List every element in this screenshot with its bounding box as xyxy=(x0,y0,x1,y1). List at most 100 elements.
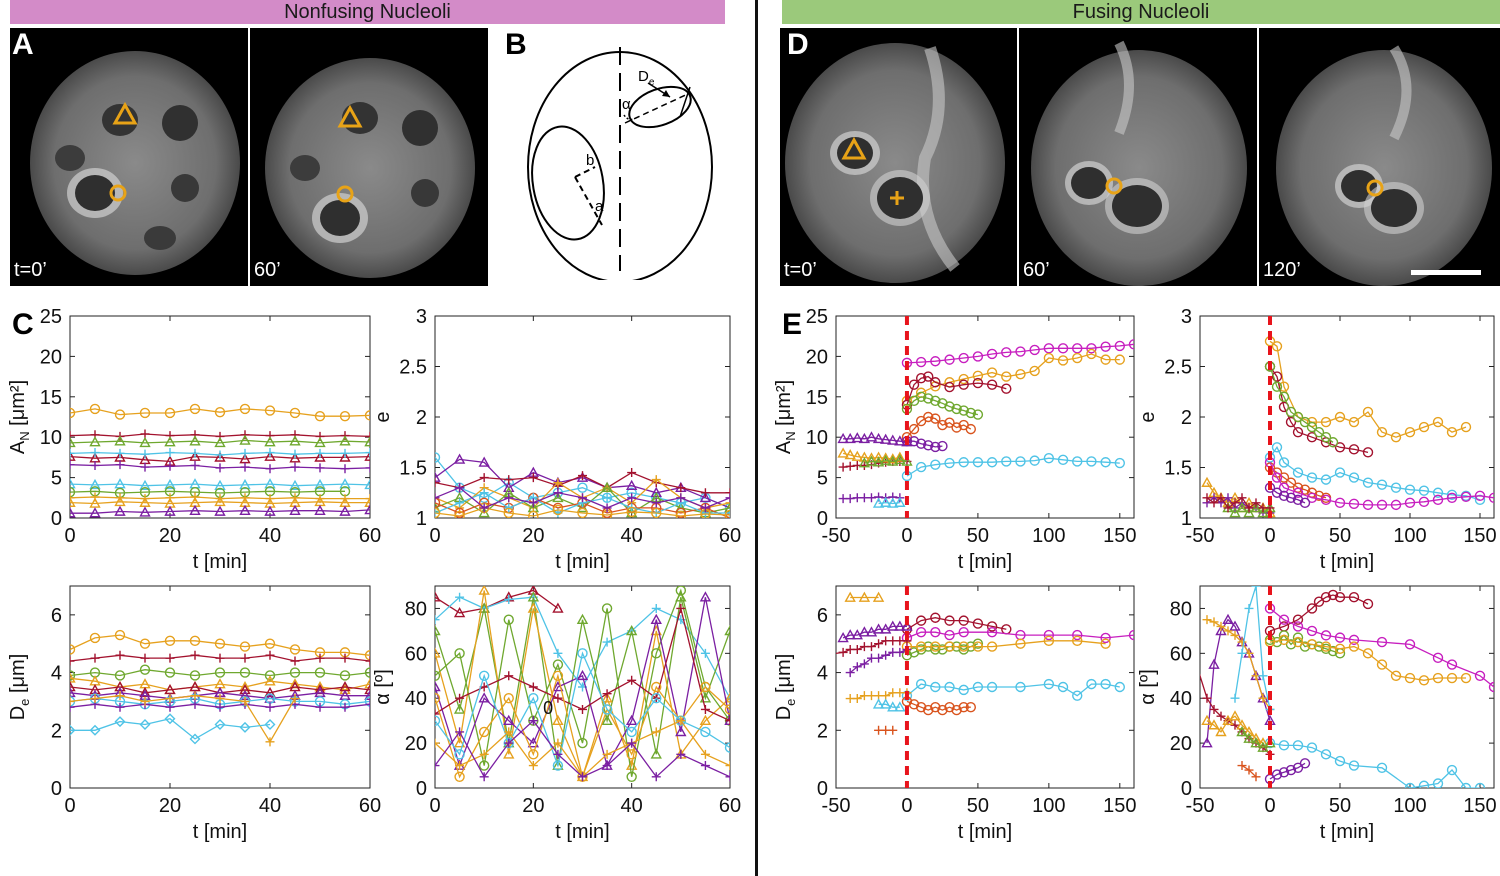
data-point xyxy=(1432,416,1444,428)
data-point xyxy=(915,702,927,713)
data-point xyxy=(930,626,941,638)
data-point xyxy=(1251,498,1261,508)
data-point xyxy=(435,670,441,681)
data-point xyxy=(602,749,612,759)
data-point xyxy=(651,681,662,693)
data-point xyxy=(264,478,276,489)
data-point xyxy=(364,650,370,661)
data-point xyxy=(478,456,490,467)
data-point xyxy=(1086,343,1097,354)
series-line xyxy=(70,490,345,494)
data-point xyxy=(1334,497,1346,509)
data-point xyxy=(435,681,441,692)
series-line xyxy=(1269,340,1467,438)
data-point xyxy=(70,486,76,498)
data-point xyxy=(289,435,301,446)
data-point xyxy=(1320,592,1332,603)
data-point xyxy=(1320,494,1332,506)
data-point xyxy=(239,641,251,652)
data-point xyxy=(504,738,514,748)
time-label-a-t60: 60’ xyxy=(254,259,281,281)
data-point xyxy=(725,493,730,503)
data-point xyxy=(627,493,637,503)
triangle-marker-icon xyxy=(337,104,363,128)
data-point xyxy=(676,603,686,613)
data-point xyxy=(1348,634,1360,646)
data-point xyxy=(265,702,275,712)
data-point xyxy=(894,620,906,631)
data-point xyxy=(879,433,892,444)
data-point xyxy=(479,488,489,498)
chart-c2: 1 1.5 2 2.5 3 0 20 40 60 t [min] e xyxy=(372,306,741,573)
data-point xyxy=(972,618,984,629)
data-point xyxy=(874,639,884,649)
data-point xyxy=(1114,457,1126,469)
data-point xyxy=(504,493,514,503)
data-point xyxy=(1072,635,1083,647)
data-point xyxy=(1306,639,1318,650)
data-point xyxy=(1334,467,1346,478)
data-point xyxy=(364,667,370,678)
data-point xyxy=(1474,490,1486,501)
data-point xyxy=(951,403,962,415)
data-point xyxy=(1313,426,1325,438)
data-point xyxy=(164,478,176,490)
data-point xyxy=(552,659,564,670)
data-point xyxy=(478,670,490,681)
data-point xyxy=(435,615,440,625)
data-point xyxy=(872,698,885,709)
data-point xyxy=(479,772,489,782)
data-point xyxy=(937,419,948,431)
data-point xyxy=(958,379,969,390)
series-line xyxy=(1206,496,1270,509)
series-line xyxy=(435,589,559,614)
x-axis-label: t [min] xyxy=(1320,821,1374,843)
data-point xyxy=(1100,341,1111,352)
data-point xyxy=(239,478,251,490)
data-point xyxy=(874,653,884,663)
data-point xyxy=(923,704,934,716)
y-tick-label: 20 xyxy=(806,346,828,368)
circle-marker-icon xyxy=(1366,179,1384,197)
data-point xyxy=(986,379,998,390)
data-point xyxy=(965,407,977,419)
data-point xyxy=(601,603,613,614)
x-tick-label: 0 xyxy=(1264,795,1275,817)
data-point xyxy=(114,629,126,641)
data-point xyxy=(1257,507,1269,518)
data-point xyxy=(577,737,588,749)
data-point xyxy=(724,742,730,753)
data-point xyxy=(1334,411,1346,423)
data-point xyxy=(901,455,913,466)
data-point xyxy=(1348,592,1360,603)
data-point xyxy=(1348,472,1360,483)
data-point xyxy=(1376,659,1388,670)
nucleus-image-d-t0 xyxy=(785,43,1005,283)
data-point xyxy=(1278,472,1290,483)
x-tick-label: 50 xyxy=(967,795,989,817)
data-point xyxy=(887,701,899,712)
data-point xyxy=(1128,629,1134,641)
y-tick-label: 0 xyxy=(817,508,828,530)
panel-letter-e: E xyxy=(782,308,803,341)
data-point xyxy=(972,638,984,649)
x-axis-label: t [min] xyxy=(193,551,247,573)
data-point xyxy=(1100,638,1111,649)
data-point xyxy=(1292,487,1304,498)
data-point xyxy=(930,377,941,388)
x-tick-label: 20 xyxy=(159,795,181,817)
data-point xyxy=(602,637,612,647)
data-point xyxy=(504,727,514,737)
data-point xyxy=(1072,352,1083,364)
y-tick-label: 0 xyxy=(51,778,62,800)
data-point xyxy=(435,709,440,719)
data-point xyxy=(725,761,730,771)
data-point xyxy=(1229,620,1241,631)
data-point xyxy=(1114,354,1126,365)
data-point xyxy=(89,478,101,490)
data-point xyxy=(700,704,710,714)
data-point xyxy=(139,664,151,675)
data-point xyxy=(725,498,730,508)
data-point xyxy=(930,395,941,407)
data-point xyxy=(1230,720,1240,730)
